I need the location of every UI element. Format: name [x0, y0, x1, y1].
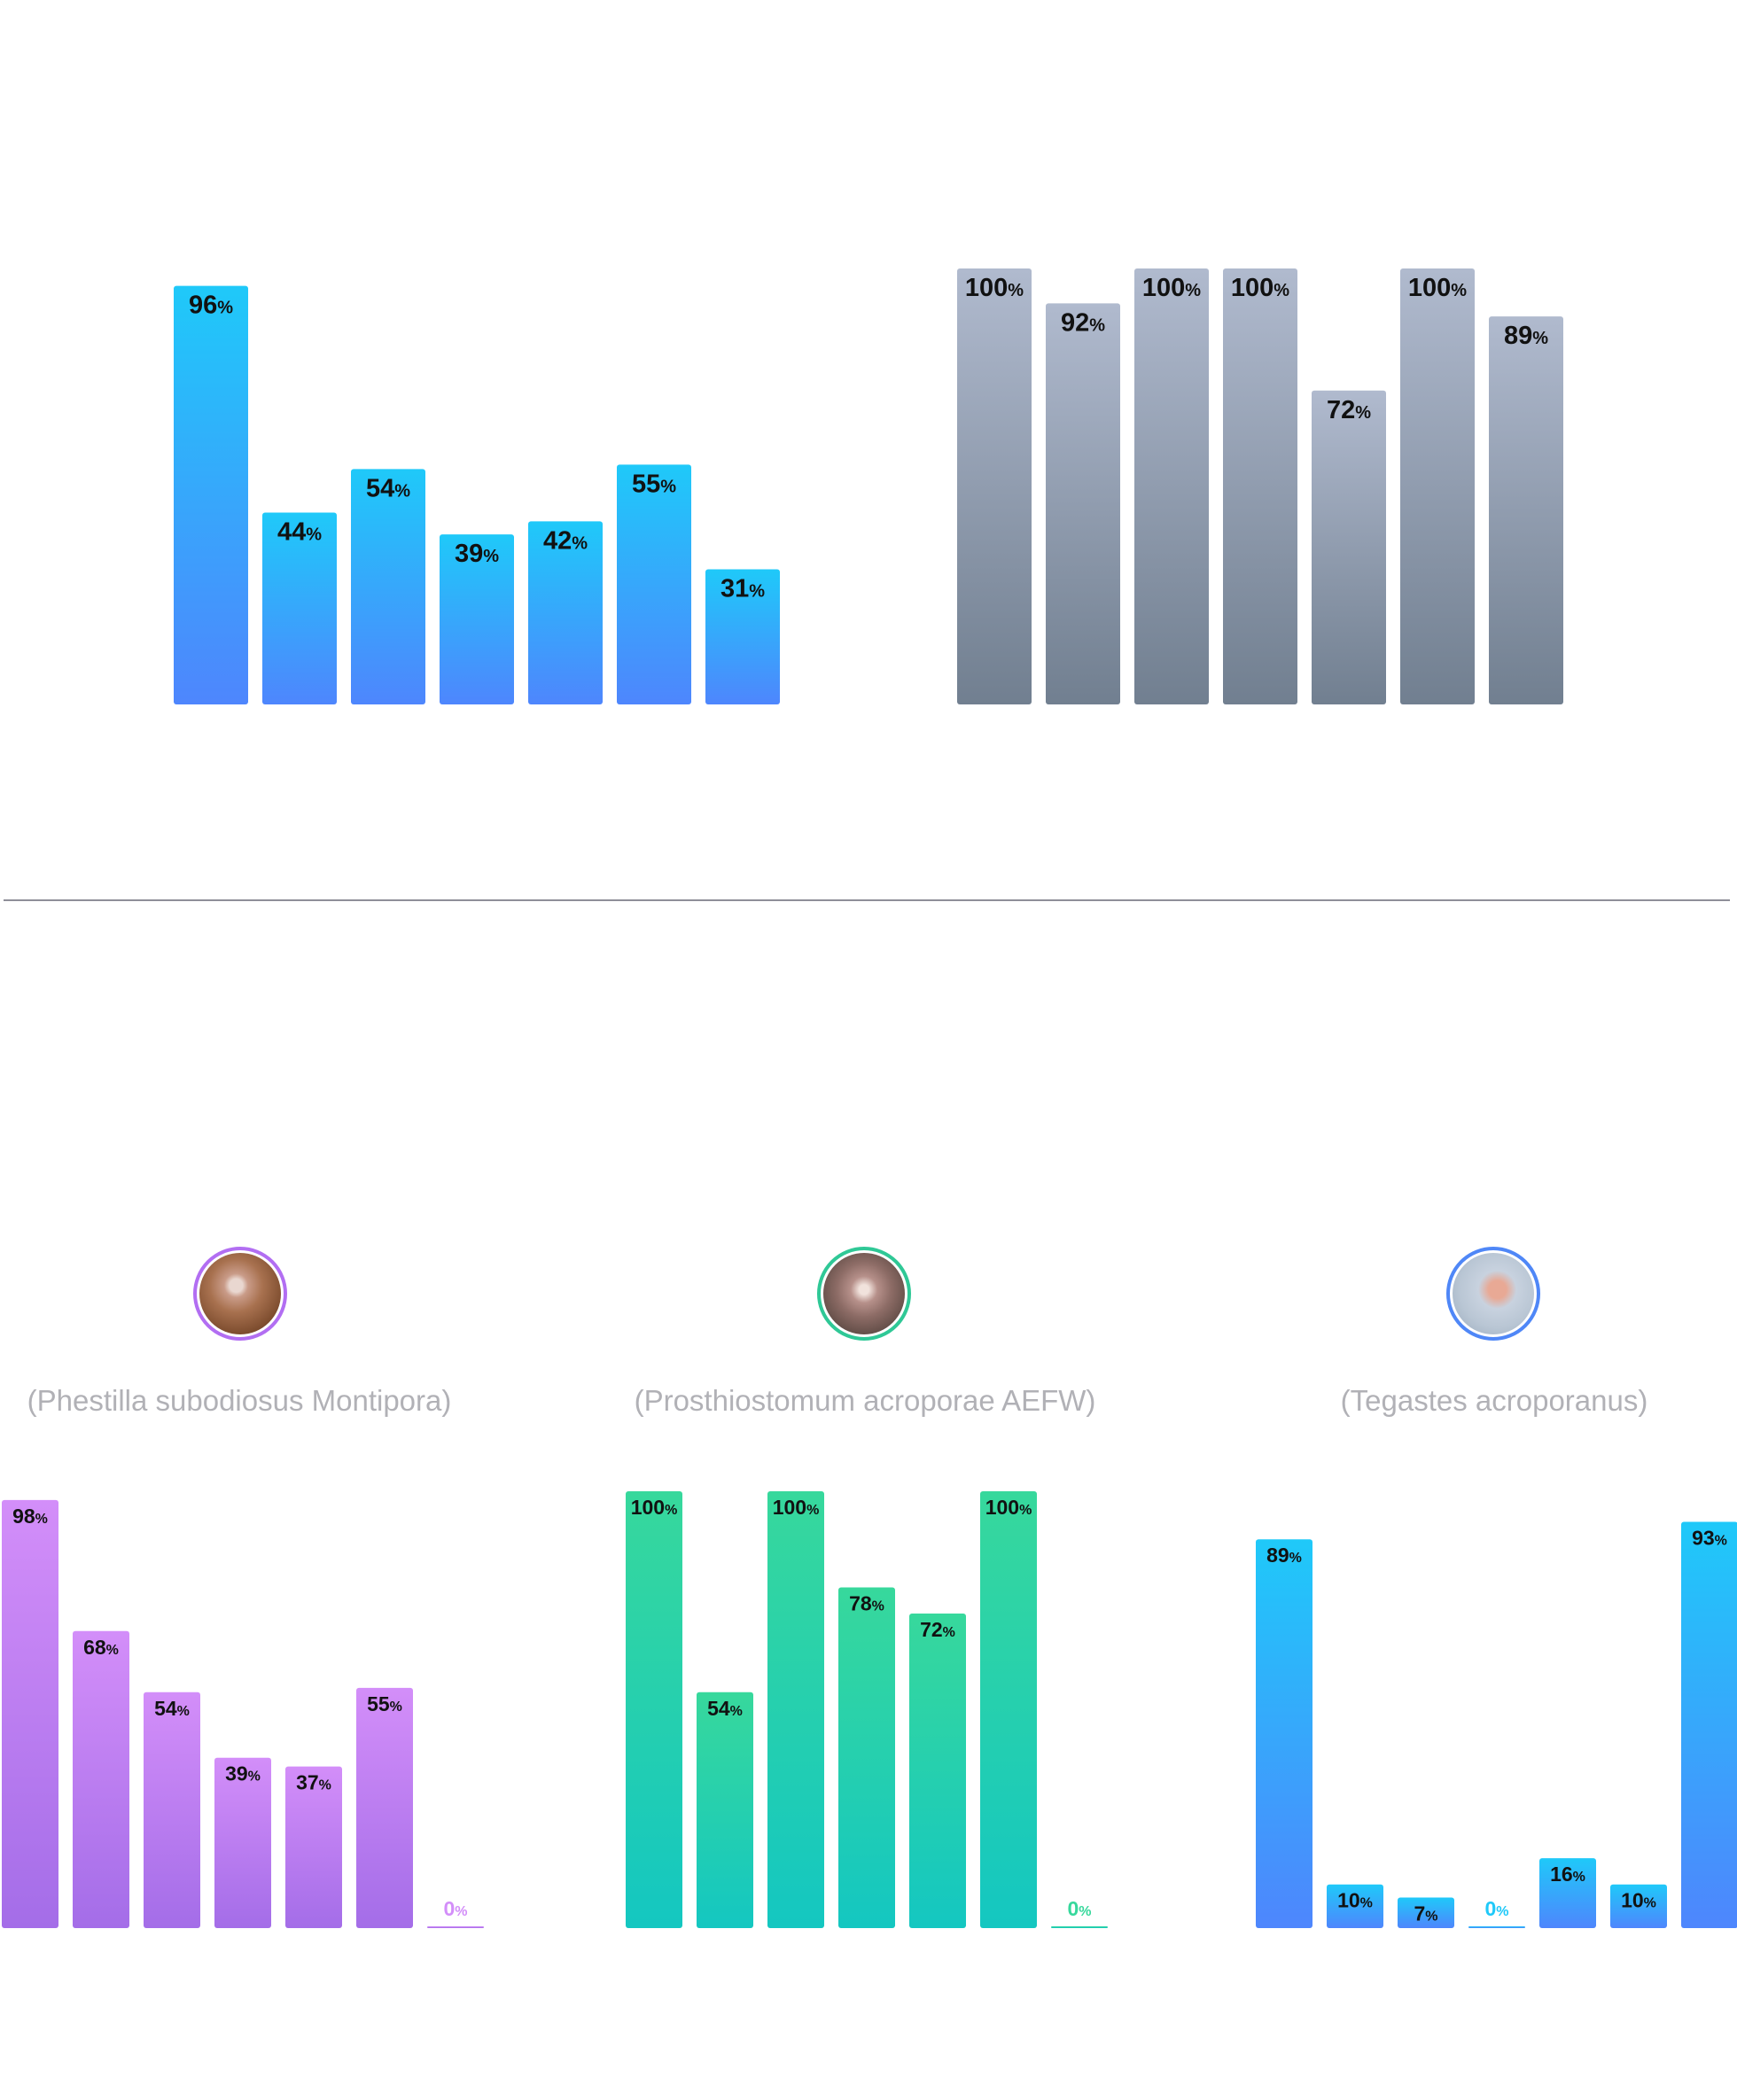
- chart-4-value-label-7: 0%: [1067, 1897, 1091, 1920]
- chart-2-bar-3: [1134, 268, 1209, 704]
- flatworm-photo-icon: [817, 1247, 911, 1341]
- chart-4-bar-1: [626, 1491, 682, 1928]
- chart-5-bar-4: [1468, 1926, 1525, 1928]
- chart-3-bar-3: [144, 1692, 200, 1928]
- chart-4-value-label-2: 54%: [707, 1697, 743, 1720]
- chart-3-bar-2: [73, 1630, 129, 1928]
- chart-5-bar-6: [1610, 1884, 1667, 1928]
- chart-4-bar-2: [697, 1692, 753, 1928]
- chart-3-bar-6: [356, 1687, 413, 1928]
- chart-3-bar-4: [214, 1757, 271, 1928]
- chart-1-bar-7: [705, 569, 780, 704]
- chart-1-bar-2: [262, 512, 337, 704]
- chart-5-value-label-7: 93%: [1692, 1527, 1727, 1550]
- copepod-photo-icon: [1446, 1247, 1540, 1341]
- bar-chart-2: 100%92%100% 100%72%100%89%: [957, 268, 1563, 704]
- chart-4-bar-7: [1051, 1926, 1108, 1928]
- chart-4-bar-6: [980, 1491, 1037, 1928]
- chart-4-bar-4: [838, 1587, 895, 1928]
- chart-2-bar-2: [1046, 303, 1120, 704]
- chart-4-bar-3: [767, 1491, 824, 1928]
- bar-chart-5: 89%10% 7% 0%16%10%93%: [1256, 1521, 1737, 1928]
- chart-5-value-label-2: 10%: [1337, 1889, 1373, 1912]
- bar-chart-1: 96%44%54%39%42%55%31%: [174, 285, 780, 704]
- chart-2-bar-5: [1312, 390, 1386, 704]
- chart-5-bar-7: [1681, 1521, 1737, 1928]
- chart-1-bar-6: [617, 464, 691, 704]
- species-label-prosthiostomum: (Prosthiostomum acroporae AEFW): [634, 1384, 1096, 1417]
- chart-2-bar-6: [1400, 268, 1475, 704]
- chart-5-bar-5: [1539, 1858, 1596, 1928]
- chart-1-value-label-5: 42%: [543, 526, 588, 555]
- chart-1-bar-1: [174, 285, 248, 704]
- chart-2-bar-7: [1489, 316, 1563, 704]
- chart-4-bar-5: [909, 1614, 966, 1928]
- chart-1-bar-5: [528, 521, 603, 704]
- chart-4-value-label-1: 100%: [631, 1496, 678, 1519]
- chart-2-value-label-1: 100%: [965, 274, 1024, 302]
- chart-5-value-label-4: 0%: [1484, 1897, 1508, 1920]
- chart-5-bar-1: [1256, 1539, 1312, 1928]
- chart-2-bar-1: [957, 268, 1032, 704]
- species-label-phestilla: (Phestilla subodiosus Montipora): [27, 1384, 452, 1417]
- chart-5-value-label-1: 89%: [1266, 1544, 1302, 1567]
- chart-5-bar-3: [1398, 1897, 1454, 1928]
- bar-chart-3: 98%68%54%39% 37%55%0%: [2, 1499, 484, 1928]
- chart-3-value-label-7: 0%: [443, 1897, 467, 1920]
- chart-3-value-label-6: 55%: [367, 1692, 402, 1715]
- chart-3-bar-1: [2, 1499, 58, 1928]
- nudibranch-photo-icon: [193, 1247, 287, 1341]
- chart-2-bar-4: [1223, 268, 1297, 704]
- bar-chart-4: 100%54%100%78%72%100%0%: [626, 1491, 1108, 1928]
- chart-1-bar-4: [440, 534, 514, 704]
- chart-5-bar-2: [1327, 1884, 1383, 1928]
- species-label-tegastes: (Tegastes acroporanus): [1340, 1384, 1648, 1417]
- section-divider: [4, 899, 1730, 901]
- chart-1-bar-3: [351, 469, 425, 704]
- chart-3-bar-5: [285, 1766, 342, 1928]
- chart-3-bar-7: [427, 1926, 484, 1928]
